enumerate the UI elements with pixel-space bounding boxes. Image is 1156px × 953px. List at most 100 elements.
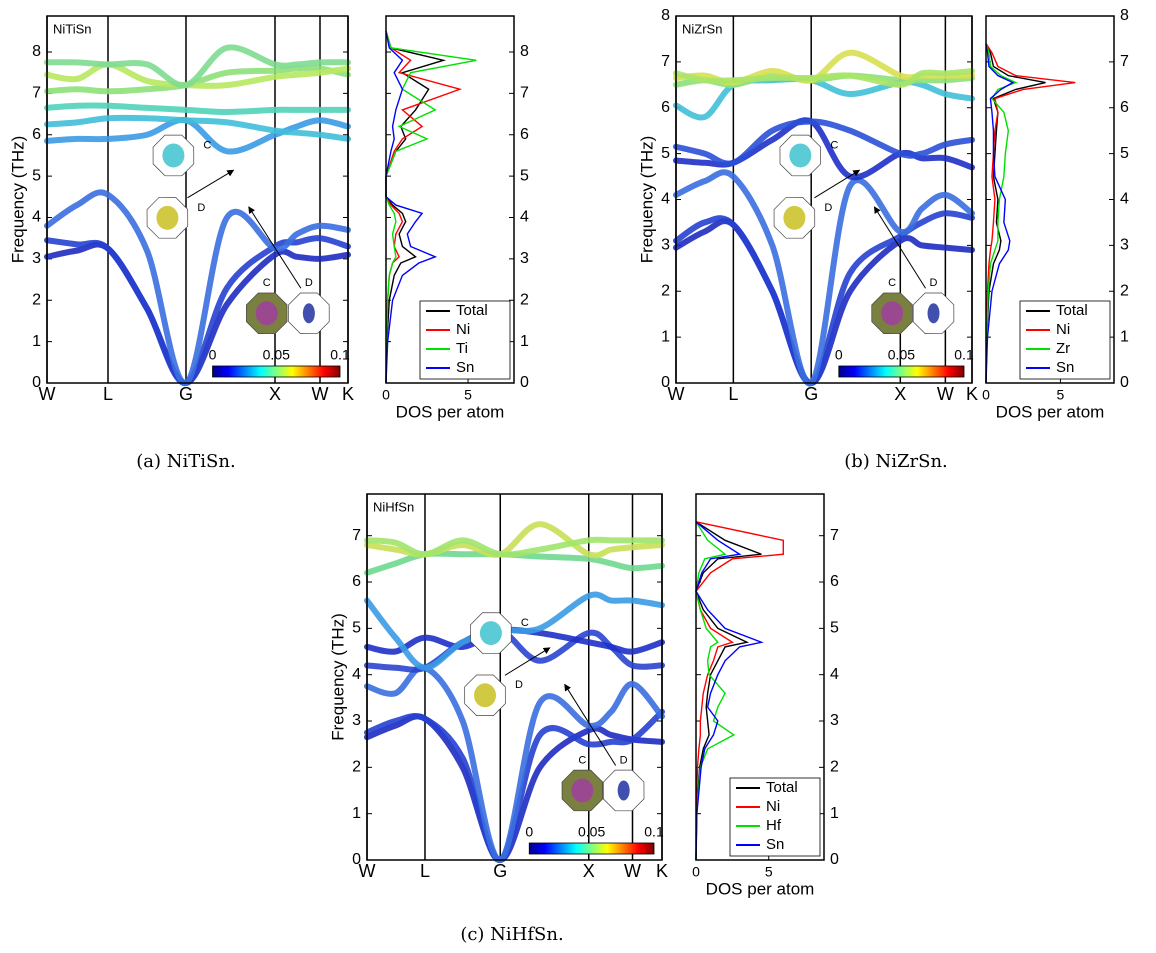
x-tick-label: L [420,861,430,881]
phonon-band [44,235,351,386]
arrow [187,169,235,199]
y-tick-label: 3 [32,250,41,267]
y-tick-label: 0 [661,374,670,391]
y-tick-label: 0 [830,851,839,868]
y-tick-label: 6 [1120,99,1129,116]
surface [881,301,904,326]
legend-label: Ni [456,321,470,338]
y-tick-label: 0 [1120,374,1129,391]
y-tick-label: 7 [520,85,529,102]
x-tick-label: 5 [464,387,472,403]
y-tick-label: 4 [520,209,529,226]
dos-line [985,43,1018,384]
x-tick-label: W [359,861,376,881]
surface [617,780,630,801]
y-tick-label: 1 [830,805,839,822]
colorbar [528,842,655,855]
y-axis-label: Frequency (THz) [328,613,347,741]
colorbar-tick-label: 0 [209,347,217,363]
dos-line [385,31,477,384]
colorbar-tick-label: 0.1 [644,824,664,840]
phonon-band [44,189,351,386]
colorbar-tick-label: 0.05 [888,347,915,363]
plot-frame [675,15,973,384]
dos-line [695,521,764,861]
phonon-band [673,117,975,181]
phonon-band [673,169,975,387]
plot-frame [366,493,663,861]
x-tick-label: W [937,384,954,404]
x-tick-label: G [493,861,507,881]
phonon-band [44,116,351,155]
y-tick-label: 1 [661,328,670,345]
x-tick-label: L [728,384,738,404]
arrow [504,647,551,676]
phonon-band [364,536,665,558]
y-tick-label: 1 [352,805,361,822]
y-tick-label: 4 [661,191,670,208]
arrow [814,169,861,199]
x-tick-label: 0 [692,864,700,880]
dos-line [695,521,762,861]
surface [783,205,806,230]
phonon-band [44,102,351,115]
y-tick-label: 3 [352,712,361,729]
x-tick-label: 0 [382,387,390,403]
x-tick-label: W [668,384,685,404]
y-tick-label: 7 [32,85,41,102]
legend-label: Ti [456,340,468,357]
y-axis-label: Frequency (THz) [637,136,656,264]
plot-frame [385,15,515,384]
surface [789,143,812,168]
legend-label: Total [766,779,798,796]
legend-box [1019,300,1111,380]
colorbar-tick-label: 0.05 [263,347,290,363]
legend-label: Total [1056,302,1088,319]
colorbar [838,365,965,378]
x-axis-label: DOS per atom [706,879,815,898]
y-tick-label: 7 [830,527,839,544]
y-tick-label: 3 [520,250,529,267]
inset-label: C [578,754,586,766]
y-tick-label: 2 [520,291,529,308]
y-tick-label: 4 [352,666,361,683]
y-tick-label: 1 [32,333,41,350]
y-tick-label: 7 [1120,53,1129,70]
surface [927,303,940,324]
dos-line [985,43,1015,384]
y-tick-label: 1 [520,333,529,350]
legend-label: Hf [766,817,782,834]
phonon-band [364,627,665,673]
legend-label: Sn [456,359,474,376]
colorbar-tick-label: 0 [525,824,533,840]
surface [162,143,185,168]
dos-line [985,43,1046,384]
y-tick-label: 7 [661,53,670,70]
y-tick-label: 0 [352,851,361,868]
y-tick-label: 2 [32,291,41,308]
y-tick-label: 2 [1120,282,1129,299]
x-tick-label: G [804,384,818,404]
colorbar-tick-label: 0.1 [954,347,974,363]
y-tick-label: 3 [1120,237,1129,254]
arrow [873,206,926,289]
inset-label: C [203,139,211,151]
phonon-band [673,118,975,167]
x-tick-label: X [269,384,281,404]
x-tick-label: L [103,384,113,404]
x-tick-label: 5 [1057,387,1065,403]
surface [571,778,594,803]
legend-label: Zr [1056,340,1070,357]
dos-line [385,31,447,384]
y-tick-label: 2 [661,282,670,299]
phonon-band [673,76,975,121]
surface [479,621,502,646]
inset-label: D [824,202,832,214]
x-tick-label: K [342,384,354,404]
y-tick-label: 6 [661,99,670,116]
phonon-band [673,68,975,88]
caption: (c) NiHfSn. [460,924,563,945]
colorbar-tick-label: 0.05 [578,824,605,840]
panel-label: NiHfSn [373,499,414,514]
arrow [248,206,302,289]
